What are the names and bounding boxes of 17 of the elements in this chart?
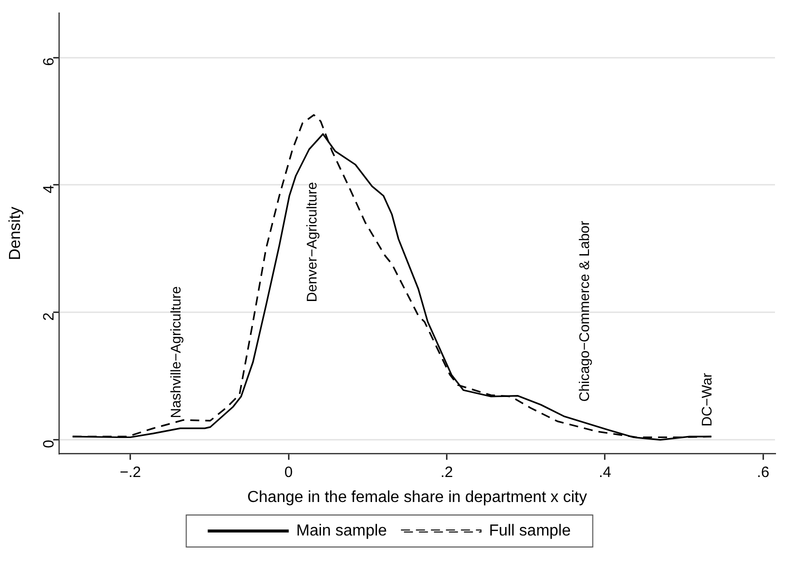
legend-label: Full sample: [488, 522, 571, 540]
x-tick-label: 0: [284, 464, 293, 481]
x-tick-label: .6: [756, 464, 770, 481]
x-tick-label: .4: [598, 464, 612, 481]
x-axis-title: Change in the female share in department x city: [247, 488, 587, 506]
y-tick-label: 2: [40, 312, 58, 321]
annotation: Chicago−Commerce & Labor: [576, 220, 592, 402]
y-tick-label: 6: [40, 58, 58, 66]
y-axis-title: Density: [7, 206, 24, 260]
annotation: Nashville−Agriculture: [167, 286, 184, 418]
x-tick-label: −.2: [120, 464, 142, 481]
annotation: Denver−Agriculture: [303, 182, 320, 302]
x-tick-label: .2: [440, 464, 454, 481]
y-tick-label: 0: [40, 440, 58, 448]
legend-label: Main sample: [296, 522, 388, 540]
y-tick-label: 4: [40, 184, 58, 194]
annotation: DC−War: [698, 372, 715, 426]
